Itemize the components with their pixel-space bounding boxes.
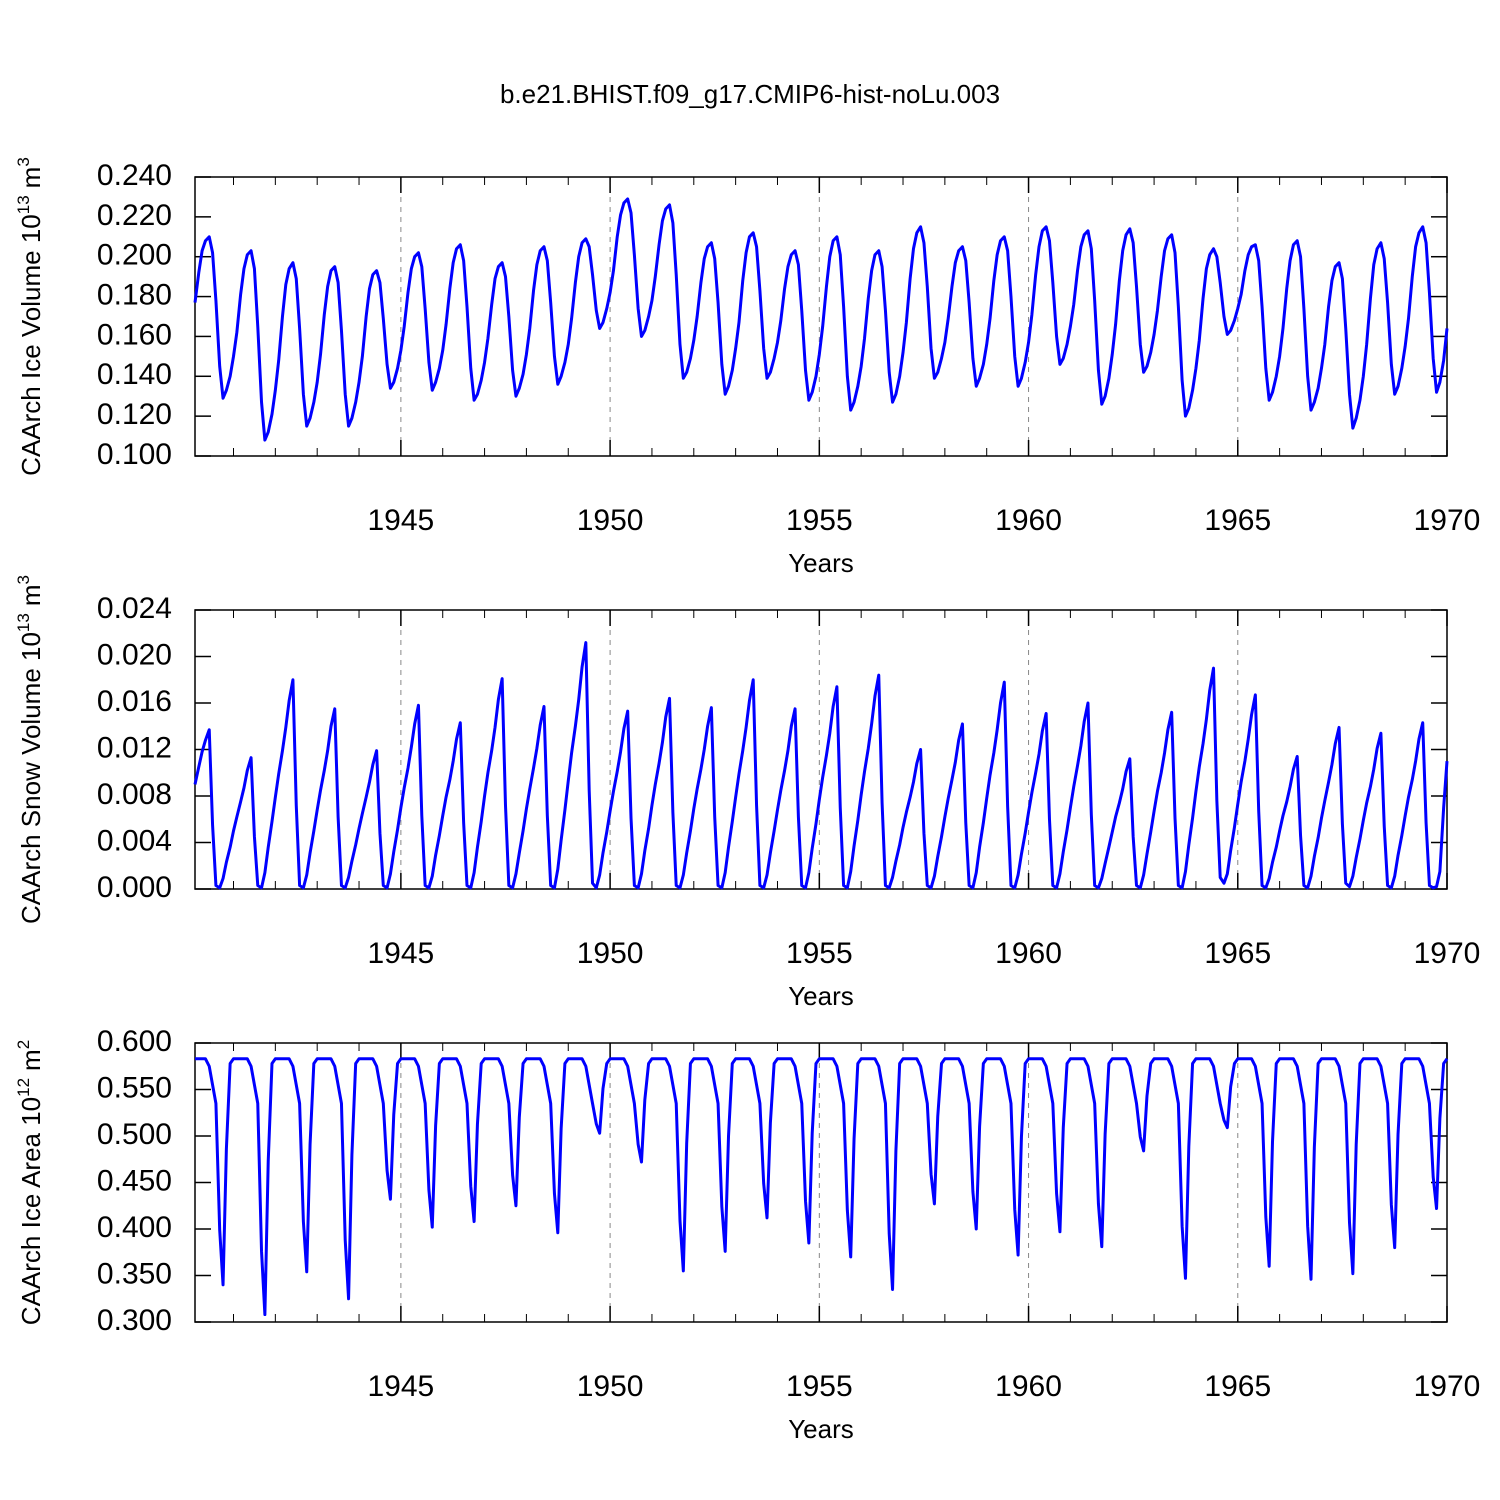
y-tick-label: 0.300 <box>97 1304 172 1337</box>
x-tick-label: 1950 <box>577 504 644 537</box>
y-tick-label: 0.012 <box>97 731 172 764</box>
x-tick-label: 1945 <box>368 504 435 537</box>
x-tick-label: 1970 <box>1414 1370 1481 1403</box>
y-tick-label: 0.600 <box>97 1025 172 1058</box>
y-tick-label: 0.100 <box>97 438 172 471</box>
x-axis-label: Years <box>788 1414 854 1444</box>
y-tick-label: 0.020 <box>97 638 172 671</box>
data-line <box>195 1057 1449 1317</box>
y-axis-label-unit: m <box>16 167 46 189</box>
y-tick-label: 0.016 <box>97 685 172 718</box>
y-tick-label: 0.350 <box>97 1257 172 1290</box>
y-tick-label: 0.160 <box>97 318 172 351</box>
x-tick-label: 1965 <box>1204 504 1271 537</box>
y-tick-label: 0.200 <box>97 239 172 272</box>
data-line <box>193 641 1449 890</box>
y-tick-label: 0.120 <box>97 398 172 431</box>
x-tick-label: 1960 <box>995 504 1062 537</box>
y-axis-label-text: CAArch Ice Volume 10 <box>16 214 46 476</box>
y-tick-label: 0.550 <box>97 1071 172 1104</box>
x-tick-label: 1970 <box>1414 937 1481 970</box>
x-tick-label: 1965 <box>1204 937 1271 970</box>
x-tick-label: 1945 <box>368 937 435 970</box>
plot-frame <box>194 176 1448 457</box>
y-axis-label-unit-exponent: 3 <box>14 157 33 166</box>
y-tick-label: 0.240 <box>97 159 172 192</box>
x-tick-label: 1945 <box>368 1370 435 1403</box>
y-axis-label-unit-exponent: 2 <box>14 1040 33 1049</box>
y-axis-label: CAArch Ice Area 1012 m2 <box>14 1040 46 1325</box>
x-tick-label: 1965 <box>1204 1370 1271 1403</box>
y-tick-label: 0.450 <box>97 1164 172 1197</box>
y-tick-label: 0.004 <box>97 824 172 857</box>
y-tick-label: 0.008 <box>97 778 172 811</box>
x-tick-label: 1960 <box>995 1370 1062 1403</box>
plot-frame <box>194 1042 1448 1323</box>
data-line <box>193 197 1449 442</box>
x-tick-label: 1960 <box>995 937 1062 970</box>
y-tick-label: 0.000 <box>97 871 172 904</box>
chart-title: b.e21.BHIST.f09_g17.CMIP6-hist-noLu.003 <box>500 79 1000 109</box>
y-axis-label-unit-exponent: 3 <box>14 575 33 584</box>
y-axis-label-exponent: 13 <box>14 195 33 214</box>
y-tick-label: 0.140 <box>97 358 172 391</box>
y-tick-label: 0.024 <box>97 592 172 625</box>
x-tick-label: 1955 <box>786 504 853 537</box>
y-tick-label: 0.220 <box>97 199 172 232</box>
y-tick-label: 0.400 <box>97 1211 172 1244</box>
y-axis-label: CAArch Snow Volume 1013 m3 <box>14 575 46 924</box>
y-axis-label-text: CAArch Ice Area 10 <box>16 1097 46 1325</box>
y-tick-label: 0.500 <box>97 1118 172 1151</box>
x-tick-label: 1970 <box>1414 504 1481 537</box>
y-axis-label-exponent: 12 <box>14 1078 33 1097</box>
x-tick-label: 1950 <box>577 1370 644 1403</box>
x-axis-label: Years <box>788 548 854 578</box>
y-axis-label-unit: m <box>16 584 46 606</box>
y-tick-label: 0.180 <box>97 278 172 311</box>
x-tick-label: 1950 <box>577 937 644 970</box>
plot-frame <box>194 609 1448 890</box>
x-axis-label: Years <box>788 981 854 1011</box>
y-axis-label-unit: m <box>16 1049 46 1071</box>
y-axis-label-text: CAArch Snow Volume 10 <box>16 632 46 924</box>
x-tick-label: 1955 <box>786 937 853 970</box>
y-axis-label: CAArch Ice Volume 1013 m3 <box>14 157 46 476</box>
y-axis-label-exponent: 13 <box>14 613 33 632</box>
x-tick-label: 1955 <box>786 1370 853 1403</box>
